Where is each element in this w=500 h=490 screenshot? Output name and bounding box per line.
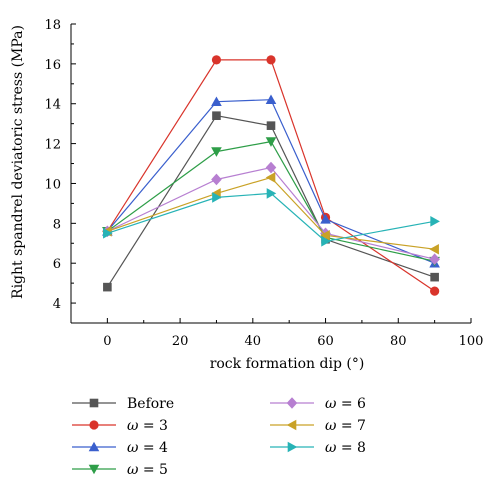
legend-symbol: ω: [325, 418, 337, 434]
legend-value: = 7: [336, 418, 366, 434]
data-point: [211, 55, 222, 65]
x-axis-label: rock formation dip (°): [210, 356, 365, 372]
data-point: [320, 214, 331, 224]
legend-value: = 3: [138, 418, 168, 434]
legend-item: ω = 3: [72, 418, 168, 434]
data-point: [265, 94, 277, 105]
y-tick-label: 8: [53, 217, 61, 232]
data-point: [430, 216, 440, 227]
data-point: [265, 137, 277, 147]
y-tick-label: 6: [53, 257, 61, 272]
series-line: [107, 176, 435, 250]
series-layer: [102, 55, 440, 296]
data-point: [286, 419, 297, 431]
legend-label: ω = 6: [325, 396, 366, 412]
data-point: [103, 228, 113, 239]
legend-label: ω = 3: [127, 418, 168, 434]
legend-symbol: ω: [325, 396, 337, 412]
legend-label: ω = 5: [127, 462, 168, 478]
legend-item: ω = 8: [270, 440, 366, 456]
data-point: [212, 111, 221, 120]
legend-symbol: ω: [127, 440, 139, 456]
data-point: [103, 282, 112, 292]
series-line: [107, 192, 435, 242]
data-point: [430, 286, 440, 296]
legend-item: ω = 7: [270, 418, 366, 434]
data-point: [88, 464, 100, 475]
legend-label: Before: [127, 396, 174, 412]
legend-value: Before: [127, 396, 174, 412]
legend-item: ω = 4: [72, 440, 168, 456]
x-tick-label: 20: [172, 334, 189, 349]
y-tick-label: 4: [53, 297, 61, 312]
data-point: [265, 172, 276, 183]
x-tick-label: 40: [245, 334, 262, 349]
data-point: [266, 121, 276, 130]
y-tick-label: 12: [44, 138, 61, 153]
x-tick-label: 0: [103, 334, 111, 349]
legend-value: = 4: [138, 440, 168, 456]
legend-value: = 5: [138, 462, 168, 478]
x-tick-label: 100: [459, 334, 484, 349]
legend-item: Before: [72, 396, 174, 412]
series-2: [102, 94, 440, 268]
legend-label: ω = 8: [325, 440, 366, 456]
series-6: [103, 188, 440, 247]
y-tick-label: 16: [44, 58, 61, 73]
series-3: [102, 137, 440, 267]
x-tick-label: 60: [317, 334, 334, 349]
data-point: [88, 441, 100, 452]
legend-symbol: ω: [127, 418, 139, 434]
data-point: [265, 161, 277, 174]
data-point: [266, 188, 277, 199]
data-point: [321, 235, 331, 247]
legend-item: ω = 6: [270, 396, 366, 412]
y-tick-label: 18: [44, 18, 61, 33]
legend-symbol: ω: [127, 462, 139, 478]
data-point: [211, 147, 222, 157]
data-point: [286, 397, 298, 409]
data-point: [287, 441, 298, 453]
x-tick-label: 80: [390, 334, 407, 349]
legend-label: ω = 7: [325, 418, 366, 434]
legend-item: ω = 5: [72, 462, 168, 478]
data-point: [211, 96, 222, 107]
y-tick-label: 14: [44, 98, 61, 113]
legend-value: = 6: [336, 396, 366, 412]
legend-label: ω = 4: [127, 440, 168, 456]
data-point: [320, 229, 330, 241]
axes: 0 20 40 60 80 100 4 6 8 10 12 14 16 18: [44, 18, 483, 349]
legend-value: = 8: [336, 440, 366, 456]
data-point: [430, 272, 439, 282]
series-line: [107, 166, 435, 260]
data-point: [266, 55, 276, 65]
legend-symbol: ω: [325, 440, 337, 456]
series-5: [102, 172, 439, 255]
data-point: [211, 173, 222, 186]
data-point: [429, 243, 439, 255]
y-tick-label: 10: [44, 177, 61, 192]
data-point: [89, 420, 99, 430]
data-point: [212, 192, 222, 203]
y-axis-label: Right spandrel deviatoric stress (MPa): [10, 25, 26, 299]
data-point: [89, 398, 99, 408]
data-point: [429, 253, 440, 266]
